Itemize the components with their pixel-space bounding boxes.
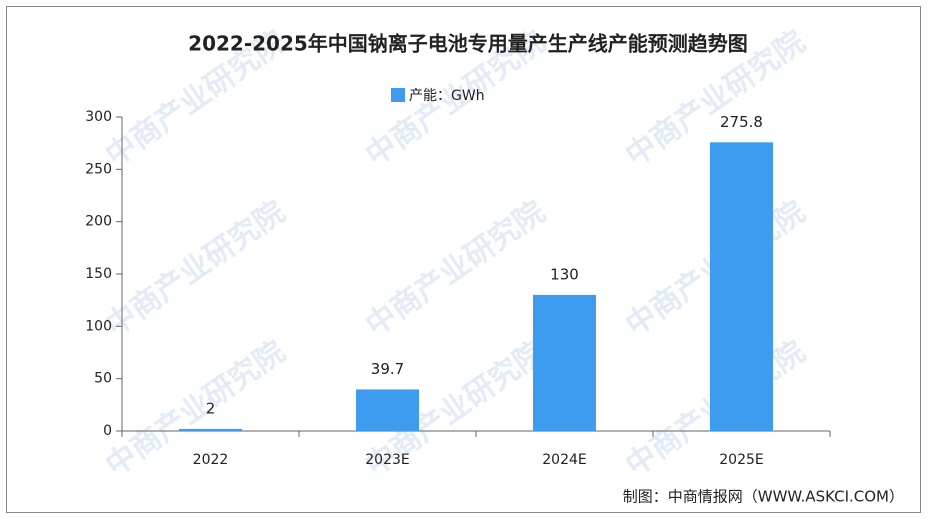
y-tick-label: 100 — [85, 318, 112, 334]
y-tick-label: 50 — [94, 371, 112, 387]
data-label: 130 — [550, 265, 579, 283]
y-tick-label: 0 — [103, 423, 112, 439]
y-tick-label: 300 — [85, 109, 112, 125]
legend-label: 产能：GWh — [409, 88, 485, 104]
y-tick-label: 250 — [85, 161, 112, 177]
x-tick-label: 2024E — [542, 452, 586, 468]
y-tick-label: 150 — [85, 266, 112, 282]
legend-swatch — [391, 88, 405, 102]
bar — [710, 142, 773, 431]
data-label: 2 — [206, 399, 216, 417]
bar — [533, 294, 596, 431]
data-label: 275.8 — [720, 113, 763, 131]
data-label: 39.7 — [371, 360, 404, 378]
x-tick-label: 2025E — [719, 452, 763, 468]
source: 制图：中商情报网（WWW.ASKCI.COM） — [623, 488, 904, 506]
chart-title: 2022-2025年中国钠离子电池专用量产生产线产能预测趋势图 — [188, 32, 748, 56]
bar — [179, 428, 242, 431]
bar — [356, 389, 419, 431]
y-tick-label: 200 — [85, 214, 112, 230]
x-tick-label: 2022 — [193, 452, 229, 468]
x-tick-label: 2023E — [365, 452, 409, 468]
